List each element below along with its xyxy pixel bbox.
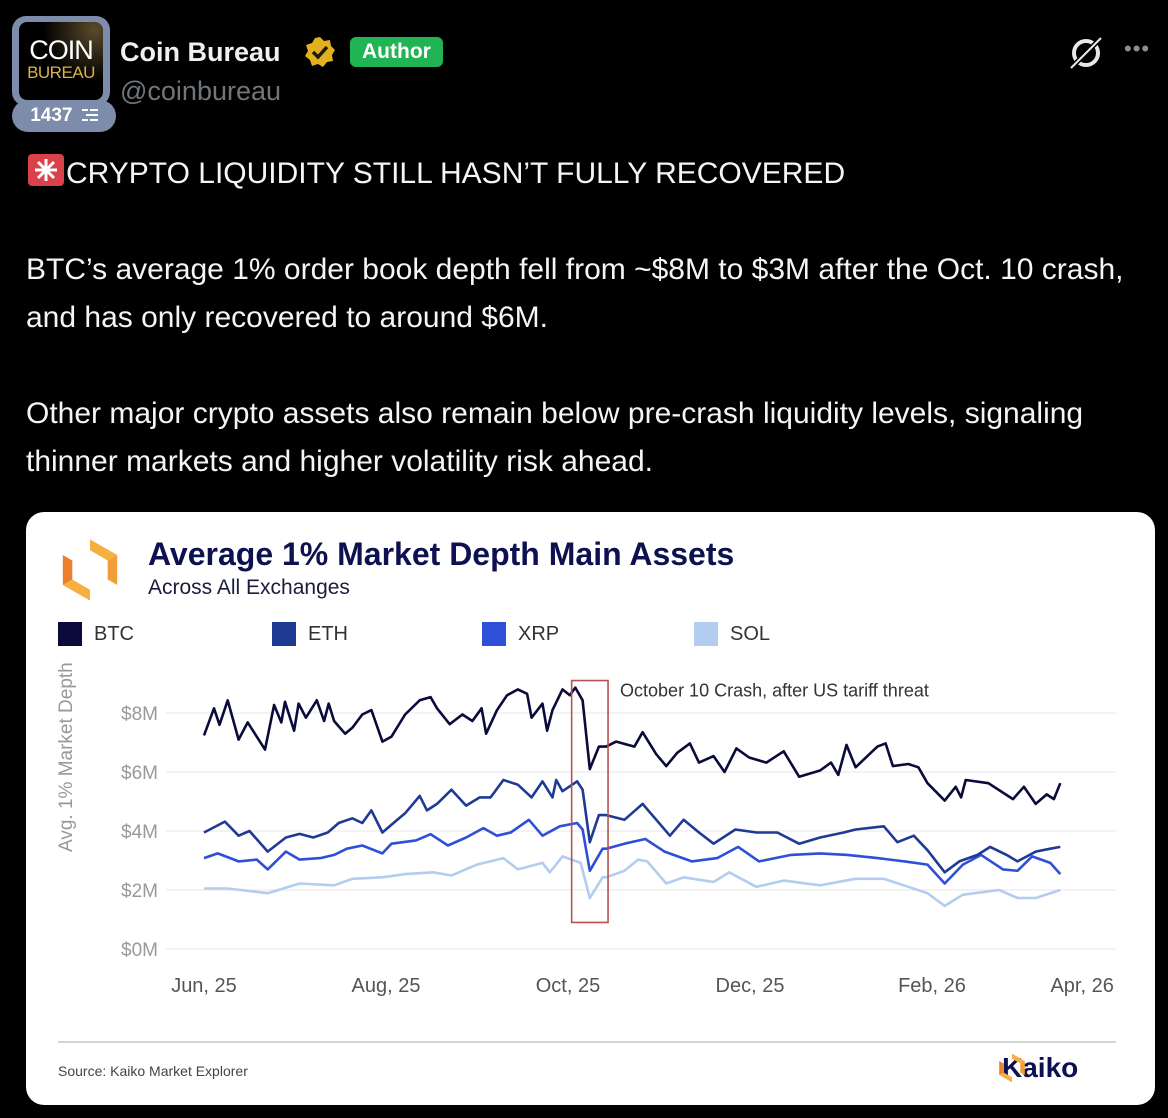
avatar-frame: COIN BUREAU <box>12 16 110 106</box>
subscriber-count-badge: 1437 <box>12 100 116 132</box>
legend-item-sol: SOL <box>694 622 770 646</box>
coin-bureau-logo: COIN BUREAU <box>19 22 103 100</box>
y-tick-label: $6M <box>121 763 158 784</box>
list-icon <box>81 109 98 121</box>
y-tick-label: $8M <box>121 704 158 725</box>
logo-text-bureau: BUREAU <box>27 63 95 82</box>
chart-image-card[interactable]: Average 1% Market Depth Main Assets Acro… <box>26 512 1155 1105</box>
author-handle[interactable]: @coinbureau <box>120 76 282 106</box>
legend-label: XRP <box>518 622 560 645</box>
series-line-btc <box>202 686 1062 806</box>
avatar[interactable]: COIN BUREAU 1437 <box>12 16 116 132</box>
legend-item-eth: ETH <box>272 622 348 646</box>
legend-item-xrp: XRP <box>482 622 559 646</box>
chart-subtitle: Across All Exchanges <box>148 576 350 599</box>
verified-badge-icon <box>305 37 335 67</box>
crash-highlight-box <box>570 679 609 924</box>
source-note: Source: Kaiko Market Explorer <box>58 1063 248 1079</box>
more-icon[interactable]: ••• <box>1124 36 1151 61</box>
headline-text: CRYPTO LIQUIDITY STILL HASN’T FULLY RECO… <box>66 157 846 190</box>
x-tick-label: Feb, 26 <box>898 975 966 997</box>
x-tick-label: Dec, 25 <box>716 975 785 997</box>
legend-swatch <box>482 622 506 646</box>
annotation-text: October 10 Crash, after US tariff threat <box>620 681 929 701</box>
series-line-xrp <box>203 818 1062 885</box>
legend-item-btc: BTC <box>58 622 134 646</box>
chart-title: Average 1% Market Depth Main Assets <box>148 536 735 572</box>
x-tick-label: Aug, 25 <box>352 975 421 997</box>
siren-icon <box>28 154 64 186</box>
y-tick-label: $0M <box>121 940 158 961</box>
legend-swatch <box>58 622 82 646</box>
legend-label: BTC <box>94 622 134 645</box>
tweet-paragraph: Other major crypto assets also remain be… <box>26 397 1084 478</box>
y-tick-label: $4M <box>121 822 158 843</box>
tweet-headline: CRYPTO LIQUIDITY STILL HASN’T FULLY RECO… <box>26 150 1156 198</box>
author-name[interactable]: Coin Bureau <box>120 37 281 67</box>
legend-swatch <box>272 622 296 646</box>
legend-label: SOL <box>730 622 771 645</box>
kaiko-brand: Kaiko <box>996 1052 1078 1084</box>
x-tick-label: Oct, 25 <box>536 975 600 997</box>
author-badge: Author <box>350 37 443 67</box>
kaiko-logo-icon <box>62 539 118 601</box>
series-line-eth <box>203 778 1061 874</box>
legend-swatch <box>694 622 718 646</box>
y-tick-label: $2M <box>121 881 158 902</box>
line-chart: $0M $2M $4M $6M $8M Jun, 25 Aug, 25 Oct, 25 Dec,… <box>58 679 1116 1043</box>
grok-icon[interactable] <box>1066 33 1106 73</box>
badge-count-value: 1437 <box>30 105 73 126</box>
tweet-text: CRYPTO LIQUIDITY STILL HASN’T FULLY RECO… <box>26 150 1156 486</box>
logo-text-coin: COIN <box>29 35 94 65</box>
tweet-paragraph: BTC’s average 1% order book depth fell f… <box>26 253 1124 334</box>
kaiko-small-logo-icon <box>999 1053 1025 1083</box>
x-tick-label: Apr, 26 <box>1050 975 1113 997</box>
legend-label: ETH <box>308 622 348 645</box>
series-line-sol <box>204 855 1061 908</box>
x-tick-label: Jun, 25 <box>171 975 237 997</box>
